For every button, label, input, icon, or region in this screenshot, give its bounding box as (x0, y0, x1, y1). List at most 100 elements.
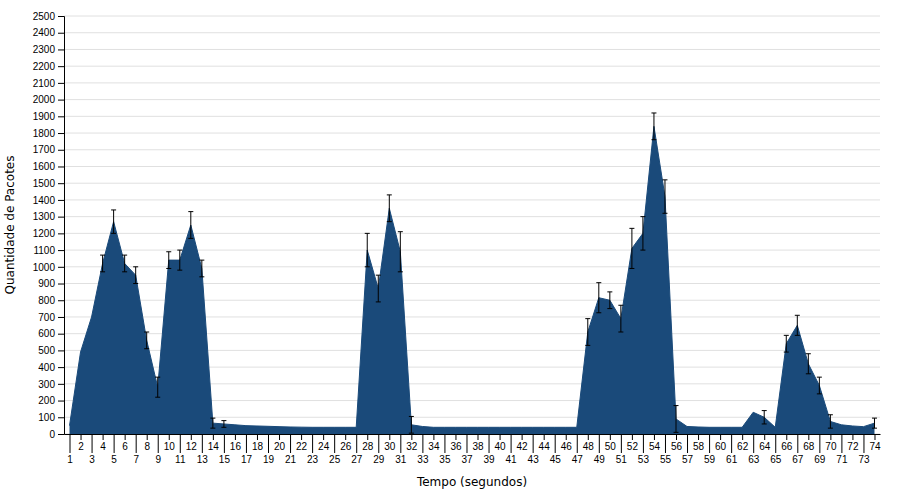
x-tick: 56 (671, 434, 683, 452)
x-tick-mark (356, 434, 357, 453)
y-tick-label: 2500 (33, 11, 56, 22)
x-tick-label: 49 (594, 454, 606, 465)
error-bar-cap (762, 423, 767, 424)
error-bar-cap (585, 345, 590, 346)
y-tick-label: 100 (38, 412, 55, 423)
x-tick-mark (202, 434, 203, 453)
y-tick-mark (58, 317, 64, 318)
y-tick-mark (58, 334, 64, 335)
error-bar (144, 332, 149, 349)
x-tick-mark (654, 434, 655, 440)
x-tick-mark (345, 434, 346, 440)
error-bar-cap (387, 221, 392, 222)
x-tick-label: 54 (649, 441, 661, 452)
x-tick: 72 (847, 434, 859, 452)
error-bar-cap (618, 332, 623, 333)
x-tick-label: 56 (671, 441, 683, 452)
error-bar-stem (664, 180, 665, 213)
x-tick-label: 60 (715, 441, 727, 452)
y-tick: 200 (38, 395, 64, 406)
x-tick-label: 36 (450, 441, 462, 452)
x-tick-mark (290, 434, 291, 453)
plot-area (70, 113, 877, 434)
x-tick-label: 67 (792, 454, 804, 465)
x-tick-mark (830, 434, 831, 440)
y-tick-label: 1800 (33, 128, 56, 139)
x-tick-mark (676, 434, 677, 440)
x-tick-mark (213, 434, 214, 440)
x-tick-label: 74 (869, 441, 881, 452)
x-tick-label: 47 (572, 454, 584, 465)
error-bar-cap (674, 432, 679, 433)
x-tick: 68 (803, 434, 815, 452)
error-bar (111, 210, 116, 233)
error-bar (133, 267, 138, 284)
x-tick-label: 19 (263, 454, 275, 465)
x-tick-mark (610, 434, 611, 440)
error-bar-stem (146, 332, 147, 349)
error-bar-cap (629, 268, 634, 269)
x-tick: 51 (616, 434, 628, 465)
x-tick-label: 72 (847, 441, 859, 452)
x-tick-mark (367, 434, 368, 440)
error-bar (155, 377, 160, 397)
x-tick: 1 (67, 434, 73, 465)
y-tick-label: 0 (49, 429, 55, 440)
y-tick: 2400 (33, 27, 64, 38)
x-tick-label: 13 (197, 454, 209, 465)
x-tick: 5 (111, 434, 117, 465)
error-bar (365, 233, 370, 266)
x-tick-label: 7 (133, 454, 139, 465)
error-bar-cap (795, 335, 800, 336)
error-bar-stem (642, 217, 643, 250)
error-bar-cap (607, 308, 612, 309)
x-tick-label: 12 (186, 441, 198, 452)
x-tick: 43 (528, 434, 540, 465)
x-tick-mark (577, 434, 578, 453)
x-tick-label: 52 (627, 441, 639, 452)
x-tick-mark (191, 434, 192, 440)
x-tick-mark (378, 434, 379, 453)
x-tick: 60 (715, 434, 727, 452)
chart: 0100200300400500600700800900100011001200… (0, 0, 900, 496)
y-axis-title: Quantidade de Pacotes (3, 156, 17, 295)
error-bar (629, 228, 634, 268)
y-tick-mark (58, 434, 64, 435)
error-bar-stem (598, 283, 599, 313)
x-tick-mark (400, 434, 401, 453)
x-tick: 15 (219, 434, 231, 465)
error-bar (817, 377, 822, 394)
x-axis-title: Tempo (segundos) (416, 475, 527, 489)
y-tick: 800 (38, 295, 64, 306)
x-tick: 33 (417, 434, 429, 465)
x-tick: 28 (362, 434, 374, 452)
x-tick-mark (444, 434, 445, 453)
x-tick: 62 (737, 434, 749, 452)
error-bar (376, 275, 381, 302)
x-tick: 66 (781, 434, 793, 452)
error-bar-cap (872, 418, 877, 419)
error-bar-stem (389, 195, 390, 222)
x-tick-label: 27 (351, 454, 363, 465)
error-bar (210, 418, 215, 428)
error-bar (585, 319, 590, 346)
x-tick-mark (720, 434, 721, 440)
x-tick-label: 65 (770, 454, 782, 465)
error-bar (872, 418, 877, 428)
x-tick: 73 (858, 434, 870, 465)
x-tick-mark (500, 434, 501, 440)
error-bar-stem (631, 228, 632, 268)
error-bar-stem (179, 250, 180, 270)
grid-line (64, 82, 880, 83)
y-tick-mark (58, 401, 64, 402)
error-bar-cap (177, 250, 182, 251)
error-bar (662, 180, 667, 213)
error-bar-stem (587, 319, 588, 346)
y-tick: 2100 (33, 78, 64, 89)
x-tick-label: 11 (175, 454, 186, 465)
x-tick-mark (478, 434, 479, 440)
x-tick-mark (301, 434, 302, 440)
y-tick: 0 (49, 429, 64, 440)
y-tick-label: 1500 (33, 178, 56, 189)
y-tick-label: 2200 (33, 61, 56, 72)
